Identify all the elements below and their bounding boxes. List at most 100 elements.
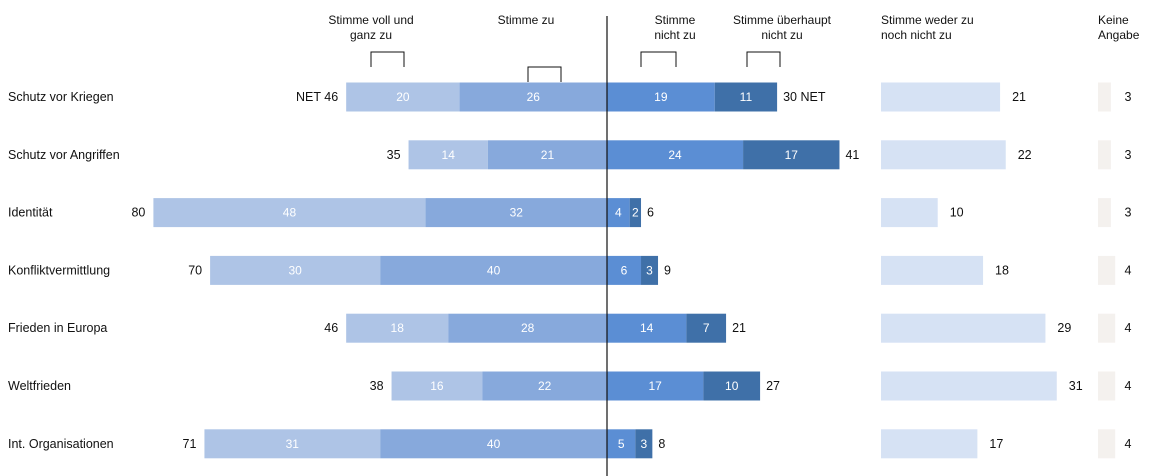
net-disagree-label: 27 xyxy=(766,379,780,393)
bar-nicht-zu xyxy=(607,140,744,170)
net-agree-label: NET 46 xyxy=(296,90,338,104)
bar-voll-und-ganz-zu xyxy=(408,140,488,170)
value-label-ueberhaupt-nicht-zu: 3 xyxy=(641,437,648,451)
value-label-keine-angabe: 3 xyxy=(1125,206,1132,220)
value-label-nicht-zu: 5 xyxy=(618,437,625,451)
bar-keine-angabe xyxy=(1098,371,1116,401)
value-label-voll-und-ganz-zu: 14 xyxy=(442,148,456,162)
bar-stimme-zu xyxy=(448,313,607,343)
category-label: Konfliktvermittlung xyxy=(8,263,110,277)
value-label-voll-und-ganz-zu: 30 xyxy=(288,263,302,277)
value-label-ueberhaupt-nicht-zu: 7 xyxy=(703,321,710,335)
bar-nicht-zu xyxy=(607,371,704,401)
value-label-nicht-zu: 19 xyxy=(654,90,668,104)
bracket-voll-und-ganz-zu xyxy=(370,51,405,67)
value-label-weder-noch: 31 xyxy=(1069,379,1083,393)
bar-ueberhaupt-nicht-zu xyxy=(641,255,659,285)
bar-weder-noch xyxy=(881,82,1001,112)
value-label-weder-noch: 21 xyxy=(1012,90,1026,104)
value-label-stimme-zu: 32 xyxy=(510,206,524,220)
value-label-keine-angabe: 3 xyxy=(1125,148,1132,162)
header-ueberhaupt-nicht-zu-line-1: Stimme überhaupt xyxy=(733,13,832,27)
bar-weder-noch xyxy=(881,140,1006,170)
bar-weder-noch xyxy=(881,313,1046,343)
value-label-stimme-zu: 21 xyxy=(541,148,555,162)
value-label-ueberhaupt-nicht-zu: 2 xyxy=(632,206,639,220)
bar-voll-und-ganz-zu xyxy=(346,82,460,112)
bar-nicht-zu xyxy=(607,429,636,459)
net-disagree-label: 9 xyxy=(664,263,671,277)
header-nicht-zu-line-1: Stimme xyxy=(655,13,696,27)
net-agree-label: 71 xyxy=(183,437,197,451)
value-label-ueberhaupt-nicht-zu: 10 xyxy=(725,379,739,393)
net-agree-label: 80 xyxy=(131,206,145,220)
bar-stimme-zu xyxy=(459,82,607,112)
bar-keine-angabe xyxy=(1098,429,1116,459)
value-label-voll-und-ganz-zu: 16 xyxy=(430,379,444,393)
bar-voll-und-ganz-zu xyxy=(153,198,426,228)
net-agree-label: 46 xyxy=(324,321,338,335)
bar-nicht-zu xyxy=(607,255,642,285)
bracket-ueberhaupt-nicht-zu xyxy=(746,51,781,67)
bar-weder-noch xyxy=(881,371,1057,401)
net-agree-label: 35 xyxy=(387,148,401,162)
value-label-nicht-zu: 6 xyxy=(621,263,628,277)
value-label-weder-noch: 29 xyxy=(1057,321,1071,335)
value-label-ueberhaupt-nicht-zu: 17 xyxy=(785,148,799,162)
net-disagree-label: 6 xyxy=(647,206,654,220)
value-label-voll-und-ganz-zu: 20 xyxy=(396,90,410,104)
bar-stimme-zu xyxy=(380,429,607,459)
value-label-weder-noch: 17 xyxy=(989,437,1003,451)
row: Weltfrieden 16 22 17 10 38 27 31 4 xyxy=(8,371,1132,401)
header-weder-noch-line-1: Stimme weder zu xyxy=(881,13,974,27)
row: Int. Organisationen 31 40 5 3 71 8 17 4 xyxy=(8,429,1132,459)
bar-voll-und-ganz-zu xyxy=(210,255,381,285)
value-label-nicht-zu: 14 xyxy=(640,321,654,335)
header-ueberhaupt-nicht-zu-line-2: nicht zu xyxy=(761,28,802,42)
bar-keine-angabe xyxy=(1098,198,1111,228)
bar-ueberhaupt-nicht-zu xyxy=(686,313,727,343)
value-label-voll-und-ganz-zu: 18 xyxy=(391,321,405,335)
category-label: Weltfrieden xyxy=(8,379,71,393)
value-label-keine-angabe: 3 xyxy=(1125,90,1132,104)
value-label-stimme-zu: 40 xyxy=(487,437,501,451)
bar-ueberhaupt-nicht-zu xyxy=(703,371,761,401)
header-weder-noch-line-2: noch nicht zu xyxy=(881,28,952,42)
bar-keine-angabe xyxy=(1098,313,1116,343)
value-label-nicht-zu: 4 xyxy=(615,206,622,220)
header-voll-und-ganz-zu-line-1: Stimme voll und xyxy=(328,13,413,27)
bar-voll-und-ganz-zu xyxy=(346,313,449,343)
header-nicht-zu-line-2: nicht zu xyxy=(654,28,695,42)
category-label: Schutz vor Kriegen xyxy=(8,90,114,104)
bar-keine-angabe xyxy=(1098,140,1111,170)
bar-weder-noch xyxy=(881,429,978,459)
header-keine-angabe-line-2: Angabe xyxy=(1098,28,1140,42)
row: Schutz vor Angriffen 14 21 24 17 35 41 22 3 xyxy=(8,140,1132,170)
value-label-stimme-zu: 22 xyxy=(538,379,552,393)
bar-voll-und-ganz-zu xyxy=(204,429,381,459)
bracket-stimme-zu xyxy=(527,66,562,82)
value-label-weder-noch: 10 xyxy=(950,206,964,220)
net-disagree-label: 30 NET xyxy=(783,90,826,104)
header-stimme-zu-line-1: Stimme zu xyxy=(498,13,555,27)
net-agree-label: 38 xyxy=(370,379,384,393)
category-label: Int. Organisationen xyxy=(8,437,114,451)
category-label: Frieden in Europa xyxy=(8,321,107,335)
header-keine-angabe-line-1: Keine xyxy=(1098,13,1129,27)
category-label: Schutz vor Angriffen xyxy=(8,148,120,162)
row: Identität 48 32 4 2 80 6 10 3 xyxy=(8,198,1132,228)
value-label-weder-noch: 18 xyxy=(995,263,1009,277)
header-voll-und-ganz-zu-line-2: ganz zu xyxy=(350,28,392,42)
value-label-stimme-zu: 40 xyxy=(487,263,501,277)
bar-keine-angabe xyxy=(1098,255,1116,285)
category-label: Identität xyxy=(8,206,53,220)
row: Konfliktvermittlung 30 40 6 3 70 9 18 4 xyxy=(8,255,1132,285)
bar-ueberhaupt-nicht-zu xyxy=(629,198,642,228)
bar-ueberhaupt-nicht-zu xyxy=(714,82,778,112)
value-label-keine-angabe: 4 xyxy=(1125,379,1132,393)
bar-stimme-zu xyxy=(487,140,607,170)
bar-keine-angabe xyxy=(1098,82,1111,112)
